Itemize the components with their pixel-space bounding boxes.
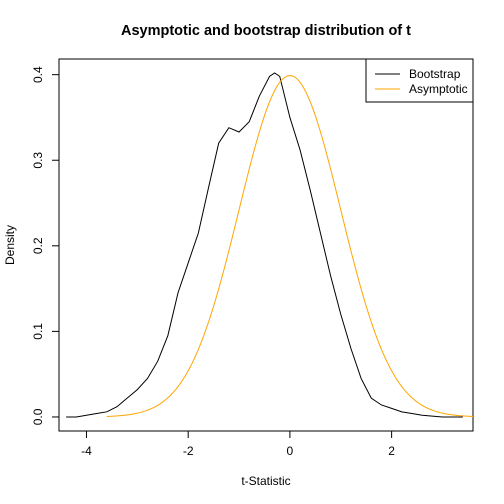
x-tick-label: 0 xyxy=(287,444,294,458)
y-axis-label: Density xyxy=(3,225,17,265)
y-tick-label: 0.1 xyxy=(31,323,45,340)
x-tick-label: 2 xyxy=(388,444,395,458)
y-tick-label: 0.0 xyxy=(31,408,45,425)
x-axis: -4 -2 0 2 xyxy=(81,430,395,458)
legend-box xyxy=(365,58,474,103)
y-tick-label: 0.2 xyxy=(31,237,45,254)
series-line-asymptotic xyxy=(106,75,474,417)
y-tick-label: 0.3 xyxy=(31,152,45,169)
legend-label-asymptotic: Asymptotic xyxy=(409,82,468,96)
y-axis: 0.0 0.1 0.2 0.3 0.4 xyxy=(31,66,60,425)
y-tick-label: 0.4 xyxy=(31,66,45,83)
x-tick-label: -2 xyxy=(183,444,194,458)
legend-label-bootstrap: Bootstrap xyxy=(409,67,461,81)
series-line-bootstrap xyxy=(66,72,463,418)
plot-frame xyxy=(58,58,474,432)
x-axis-label: t-Statistic xyxy=(241,474,290,488)
series-layer xyxy=(66,72,474,418)
chart-title: Asymptotic and bootstrap distribution of… xyxy=(121,23,411,39)
x-tick-label: -4 xyxy=(81,444,92,458)
legend: Bootstrap Asymptotic xyxy=(365,58,474,103)
